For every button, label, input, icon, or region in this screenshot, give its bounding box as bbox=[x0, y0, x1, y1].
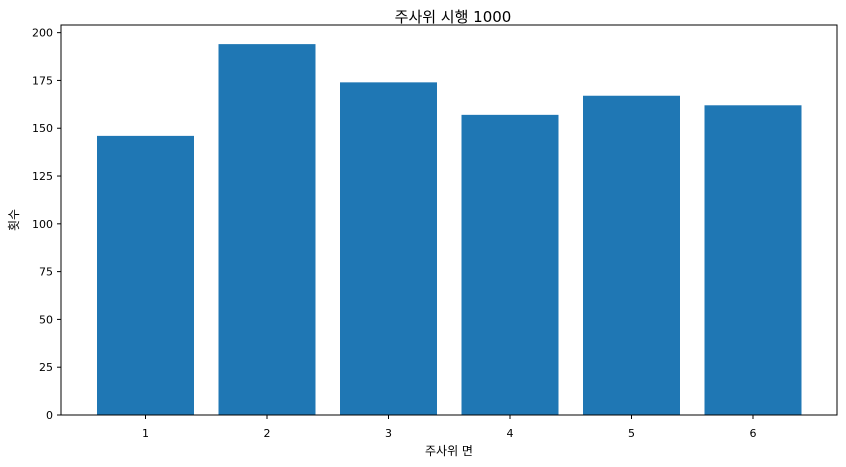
bar-5 bbox=[583, 95, 680, 416]
y-tick-label: 50 bbox=[39, 313, 53, 326]
y-tick-label: 100 bbox=[32, 218, 53, 231]
bar-2 bbox=[218, 44, 316, 416]
bar-1 bbox=[97, 135, 194, 415]
bar-4 bbox=[461, 114, 559, 415]
x-tick-label: 4 bbox=[507, 427, 514, 440]
y-axis-ticks: 0 25 50 75 100 125 150 175 200 bbox=[32, 27, 61, 422]
x-tick-label: 6 bbox=[750, 427, 757, 440]
y-tick-label: 0 bbox=[46, 409, 53, 422]
y-tick-label: 75 bbox=[39, 266, 53, 279]
y-tick-label: 125 bbox=[32, 170, 53, 183]
x-axis-ticks: 1 2 3 4 5 6 bbox=[142, 415, 757, 440]
x-tick-label: 2 bbox=[264, 427, 271, 440]
y-tick-label: 200 bbox=[32, 27, 53, 40]
y-tick-label: 175 bbox=[32, 74, 53, 87]
bars-group bbox=[97, 44, 802, 416]
y-axis-label: 횟수 bbox=[7, 209, 21, 231]
x-tick-label: 5 bbox=[628, 427, 635, 440]
x-tick-label: 3 bbox=[385, 427, 392, 440]
bar-6 bbox=[704, 105, 802, 415]
chart-title: 주사위 시행 1000 bbox=[395, 8, 512, 26]
y-tick-label: 150 bbox=[32, 122, 53, 135]
plot-frame bbox=[60, 24, 838, 416]
y-tick-label: 25 bbox=[39, 361, 53, 374]
x-tick-label: 1 bbox=[142, 427, 149, 440]
bar-3 bbox=[340, 82, 437, 415]
x-axis-label: 주사위 면 bbox=[425, 444, 473, 458]
